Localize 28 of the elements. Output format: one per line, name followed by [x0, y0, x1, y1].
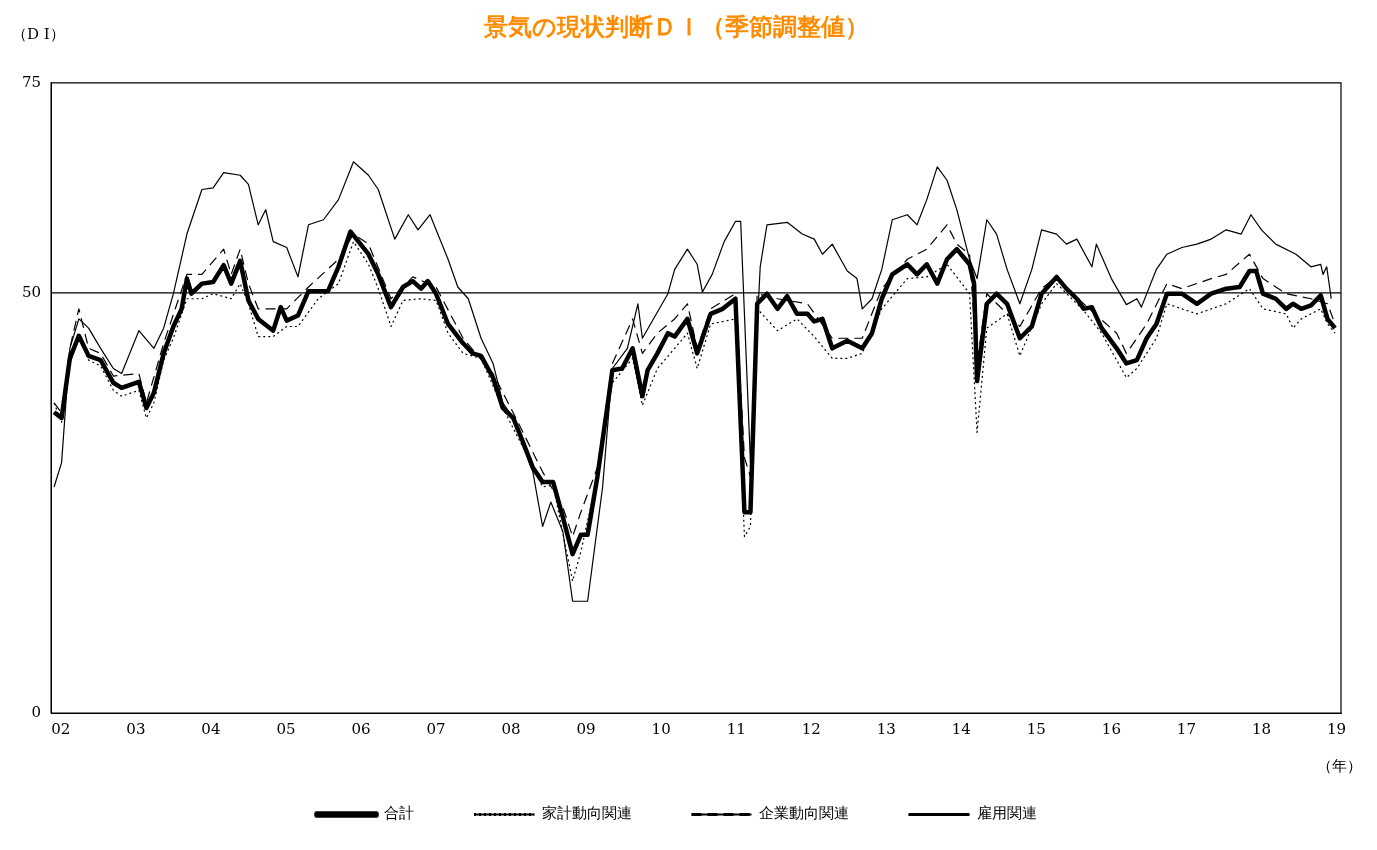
legend-label: 企業動向関連 [759, 804, 849, 823]
x-tick-label: 07 [426, 719, 446, 738]
x-tick-label: 04 [201, 719, 221, 738]
y-tick-label: 75 [21, 72, 42, 91]
legend-label: 雇用関連 [976, 804, 1037, 823]
legend-label: 家計動向関連 [541, 804, 632, 823]
x-tick-label: 17 [1176, 719, 1196, 738]
legend-label: 合計 [384, 804, 414, 823]
x-tick-label: 19 [1326, 719, 1347, 738]
x-tick-label: 02 [51, 719, 71, 738]
x-tick-label: 05 [276, 719, 296, 738]
x-tick-label: 18 [1251, 719, 1272, 738]
x-tick-label: 13 [876, 719, 896, 738]
y-tick-label: 50 [21, 282, 42, 301]
x-tick-label: 09 [576, 719, 596, 738]
x-tick-label: 16 [1101, 719, 1121, 738]
x-tick-label: 11 [726, 719, 746, 738]
y-axis-title: （D I） [12, 24, 65, 43]
x-tick-label: 15 [1026, 719, 1046, 738]
x-tick-label: 12 [801, 719, 821, 738]
x-tick-label: 08 [501, 719, 521, 738]
x-tick-label: 10 [651, 719, 671, 738]
x-axis-title: （年） [1316, 756, 1362, 775]
x-tick-label: 03 [126, 719, 146, 738]
y-tick-label: 0 [31, 702, 42, 721]
x-tick-label: 14 [951, 719, 971, 738]
chart-title: 景気の現状判断ＤＩ（季節調整値） [483, 12, 869, 41]
x-tick-label: 06 [351, 719, 371, 738]
